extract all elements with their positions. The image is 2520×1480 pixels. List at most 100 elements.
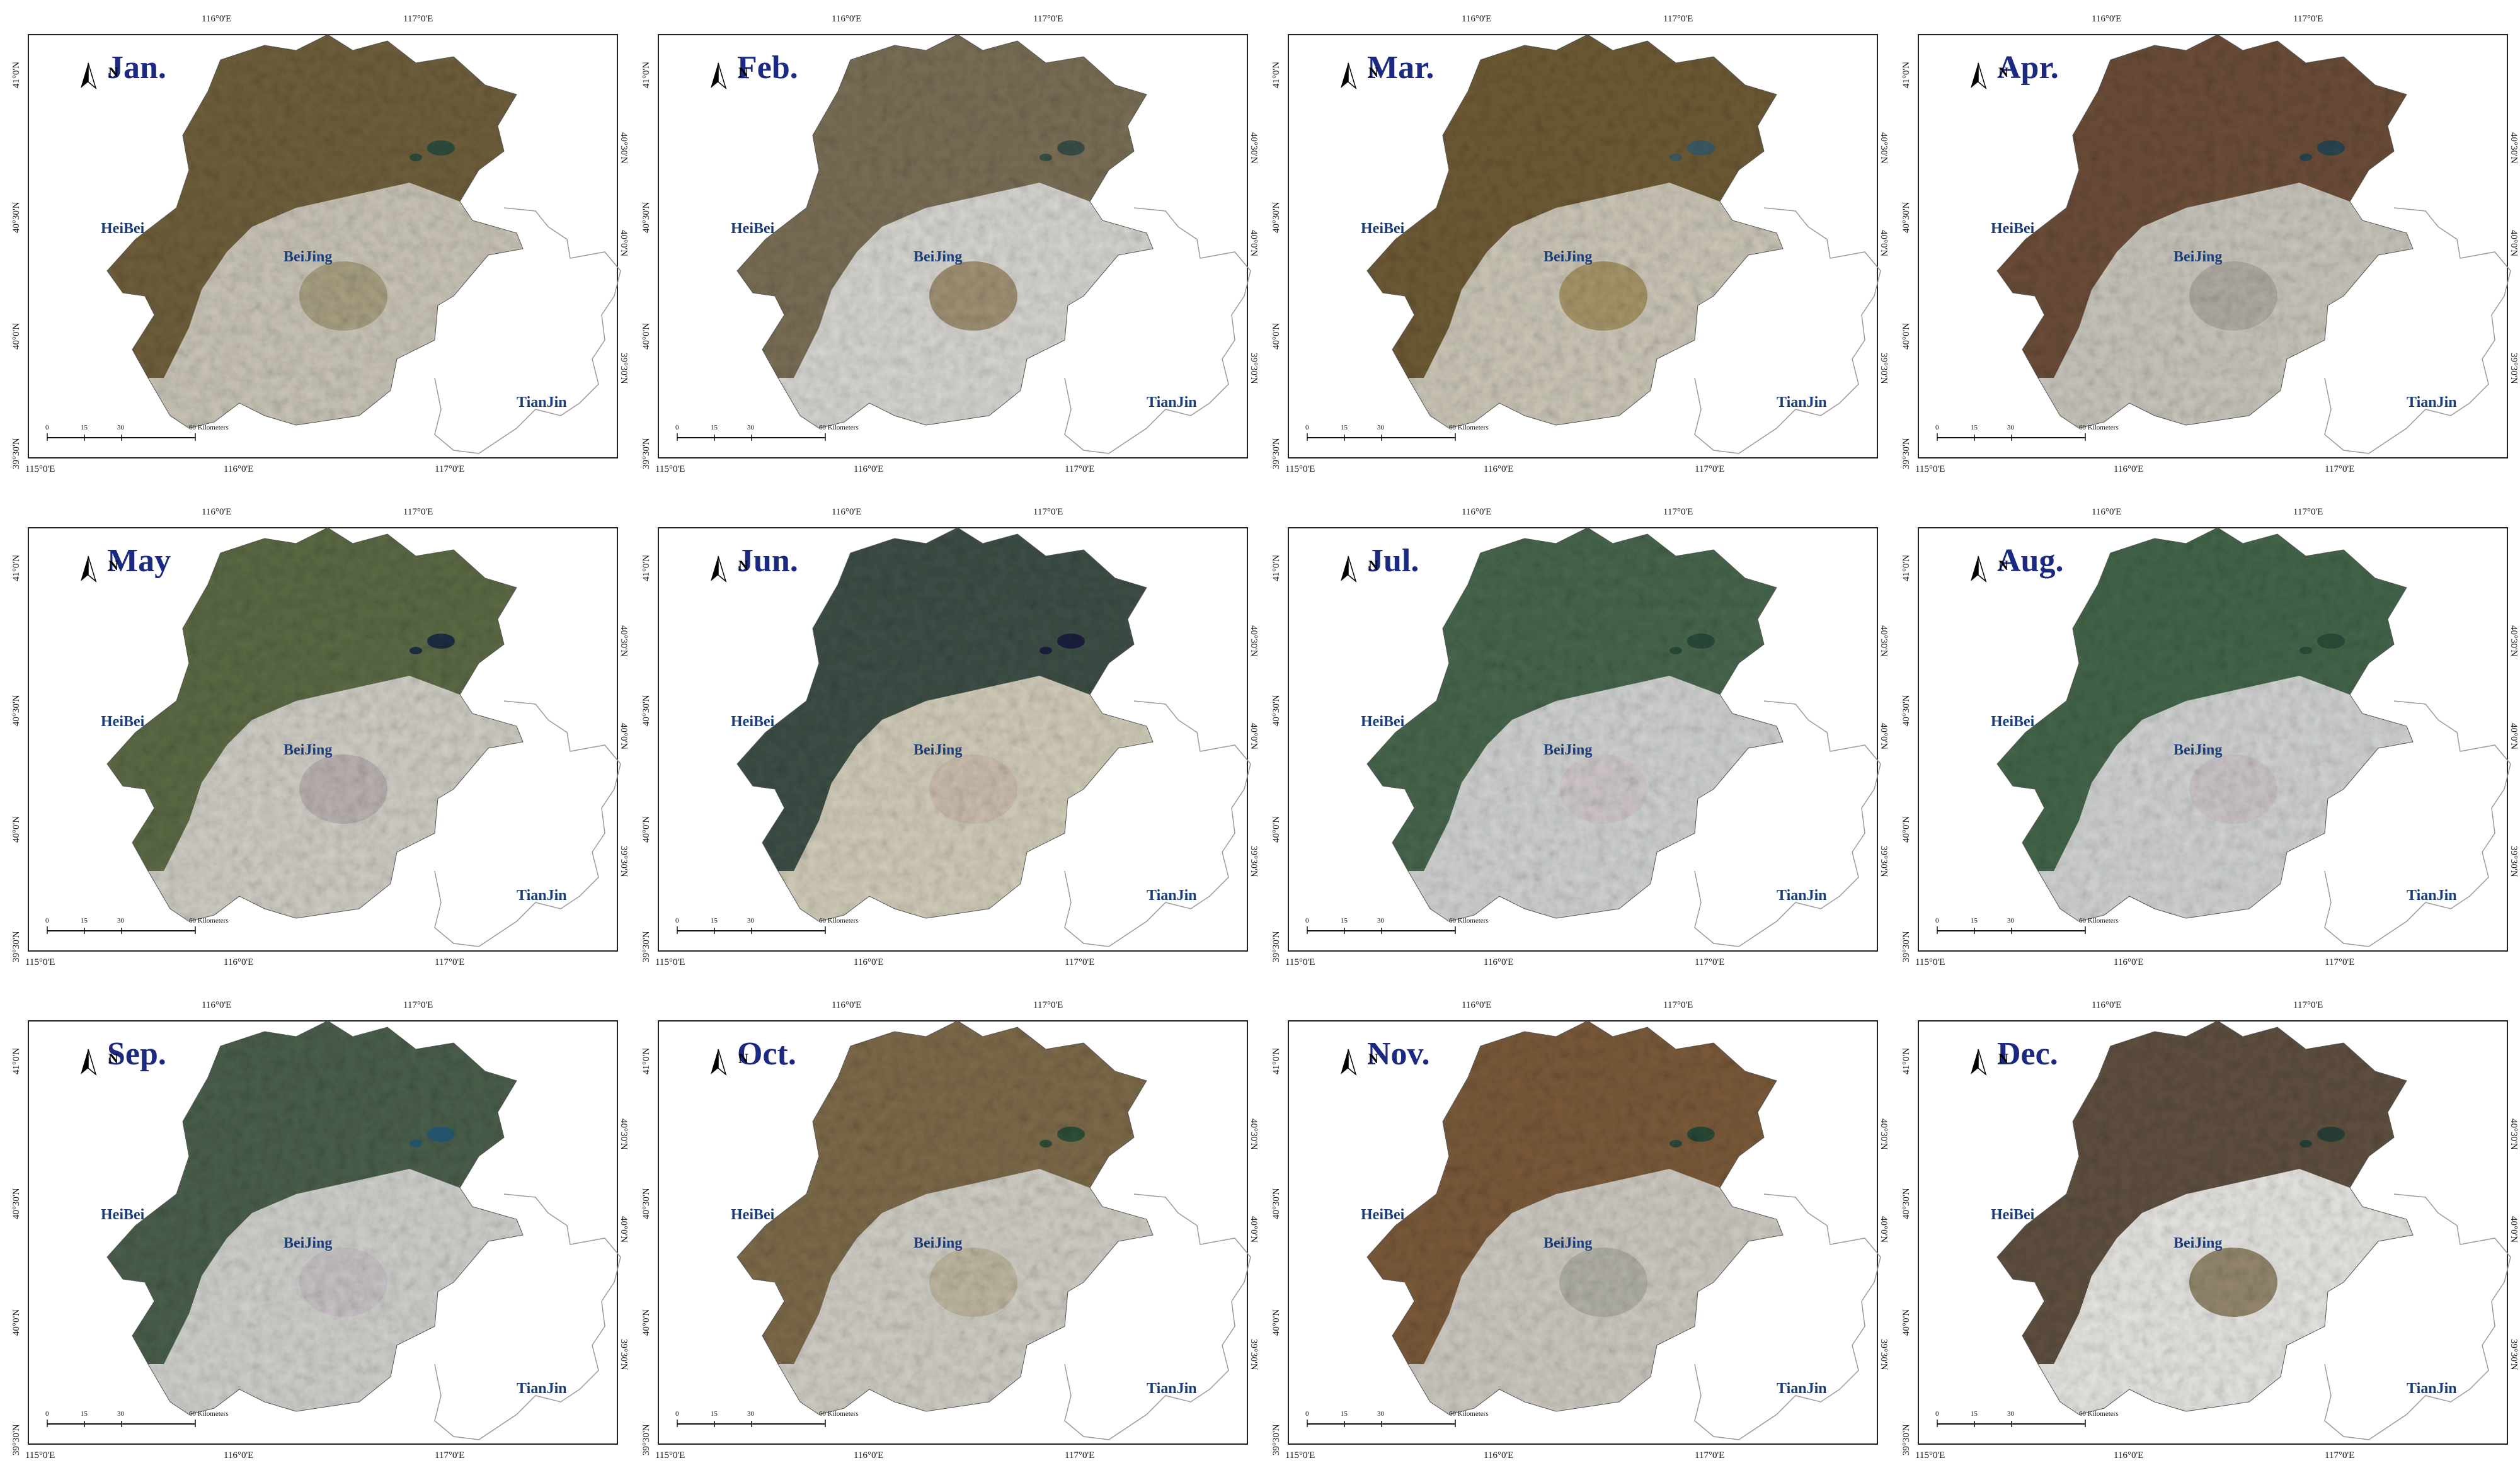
graticule-top-label: 117°0'E xyxy=(1033,14,1063,24)
graticule-bottom-label: 117°0'E xyxy=(435,464,465,474)
map-panel: Jul. N HeiBei BeiJing TianJin 116°0'E 117°0'E 1… xyxy=(1260,493,1890,986)
month-title: Oct. xyxy=(737,1036,796,1072)
month-title: Feb. xyxy=(737,50,798,86)
graticule-right-label: 39°30'N xyxy=(2509,846,2519,877)
north-arrow-label: N xyxy=(108,557,118,573)
graticule-right-label: 39°30'N xyxy=(1879,1339,1889,1370)
graticule-left-label: 39°30'N xyxy=(11,1424,21,1455)
place-label-beijing: BeiJing xyxy=(1544,1235,1593,1251)
graticule-bottom-label: 117°0'E xyxy=(1695,1450,1725,1460)
graticule-bottom-label: 115°0'E xyxy=(655,464,685,474)
scale-bar-label: 60 Kilometers xyxy=(2079,1410,2119,1418)
north-arrow-label: N xyxy=(738,557,748,573)
graticule-top-label: 117°0'E xyxy=(1033,1000,1063,1010)
place-label-tianjin: TianJin xyxy=(1777,394,1827,411)
month-title: Jan. xyxy=(107,50,166,86)
graticule-bottom-label: 116°0'E xyxy=(2114,1450,2144,1460)
graticule-left-label: 40°30'N xyxy=(11,202,21,233)
map-canvas xyxy=(658,1020,1251,1445)
north-arrow-label: N xyxy=(1998,557,2008,573)
place-label-heibei: HeiBei xyxy=(731,220,775,237)
graticule-left-label: 40°30'N xyxy=(1901,695,1911,726)
graticule-left-label: 40°30'N xyxy=(1271,695,1281,726)
month-title: Nov. xyxy=(1367,1036,1430,1072)
scale-bar-label: 60 Kilometers xyxy=(2079,424,2119,431)
graticule-right-label: 40°30'N xyxy=(2509,1119,2519,1150)
graticule-left-label: 40°0'N xyxy=(641,322,651,350)
graticule-top-label: 116°0'E xyxy=(832,1000,862,1010)
place-label-tianjin: TianJin xyxy=(2407,1380,2457,1397)
graticule-bottom-label: 115°0'E xyxy=(25,1450,55,1460)
graticule-left-label: 41°0'N xyxy=(641,554,651,581)
map-panel: Aug. N HeiBei BeiJing TianJin 116°0'E 117°0'E 1… xyxy=(1890,493,2520,986)
place-label-heibei: HeiBei xyxy=(101,220,145,237)
graticule-bottom-label: 115°0'E xyxy=(1915,957,1945,967)
graticule-right-label: 40°0'N xyxy=(1879,723,1889,750)
map-canvas xyxy=(1918,34,2511,458)
scale-bar-label: 60 Kilometers xyxy=(819,917,859,925)
place-label-heibei: HeiBei xyxy=(1361,220,1405,237)
scale-bar-label: 15 xyxy=(1341,1410,1348,1418)
graticule-top-label: 117°0'E xyxy=(2293,507,2323,517)
north-arrow-label: N xyxy=(108,1050,118,1066)
scale-bar-label: 60 Kilometers xyxy=(819,1410,859,1418)
graticule-bottom-label: 117°0'E xyxy=(435,957,465,967)
graticule-bottom-label: 115°0'E xyxy=(655,1450,685,1460)
graticule-bottom-label: 115°0'E xyxy=(25,464,55,474)
scale-bar-label: 0 xyxy=(1935,424,1939,431)
graticule-left-label: 40°0'N xyxy=(641,816,651,843)
place-label-beijing: BeiJing xyxy=(284,742,333,758)
graticule-bottom-label: 116°0'E xyxy=(854,957,884,967)
graticule-bottom-label: 115°0'E xyxy=(1285,1450,1315,1460)
place-label-heibei: HeiBei xyxy=(731,714,775,730)
graticule-left-label: 41°0'N xyxy=(11,554,21,581)
place-label-beijing: BeiJing xyxy=(284,249,333,265)
place-label-beijing: BeiJing xyxy=(284,1235,333,1251)
graticule-top-label: 117°0'E xyxy=(2293,1000,2323,1010)
month-title: Apr. xyxy=(1997,50,2059,86)
graticule-left-label: 40°30'N xyxy=(641,695,651,726)
graticule-left-label: 40°0'N xyxy=(11,322,21,350)
graticule-right-label: 39°30'N xyxy=(619,846,629,877)
map-panel: Oct. N HeiBei BeiJing TianJin 116°0'E 117°0'E 1… xyxy=(630,986,1260,1479)
north-arrow-label: N xyxy=(108,64,118,80)
month-title: May xyxy=(107,543,171,579)
place-label-tianjin: TianJin xyxy=(517,887,567,904)
scale-bar-label: 60 Kilometers xyxy=(189,424,229,431)
place-label-tianjin: TianJin xyxy=(1147,394,1197,411)
map-canvas xyxy=(658,34,1251,458)
place-label-beijing: BeiJing xyxy=(1544,249,1593,265)
graticule-bottom-label: 117°0'E xyxy=(2325,1450,2355,1460)
scale-bar-label: 30 xyxy=(2007,424,2014,431)
place-label-heibei: HeiBei xyxy=(101,1207,145,1223)
map-panel: Jan. N HeiBei BeiJing TianJin 116°0'E 117°0'E 1… xyxy=(0,0,630,493)
graticule-top-label: 117°0'E xyxy=(1033,507,1063,517)
place-label-tianjin: TianJin xyxy=(2407,887,2457,904)
graticule-right-label: 39°30'N xyxy=(2509,353,2519,384)
graticule-left-label: 39°30'N xyxy=(1901,438,1911,469)
place-label-tianjin: TianJin xyxy=(2407,394,2457,411)
graticule-left-label: 40°30'N xyxy=(11,695,21,726)
scale-bar-label: 15 xyxy=(1971,424,1978,431)
graticule-top-label: 117°0'E xyxy=(1663,507,1693,517)
month-title: Sep. xyxy=(107,1036,166,1072)
graticule-top-label: 116°0'E xyxy=(2092,507,2122,517)
map-canvas xyxy=(28,1020,621,1445)
graticule-right-label: 40°30'N xyxy=(619,132,629,164)
scale-bar-label: 0 xyxy=(675,917,679,925)
graticule-left-label: 40°0'N xyxy=(11,1309,21,1336)
scale-bar-label: 60 Kilometers xyxy=(189,1410,229,1418)
scale-bar-label: 15 xyxy=(1971,1410,1978,1418)
graticule-left-label: 40°0'N xyxy=(1271,1309,1281,1336)
graticule-bottom-label: 116°0'E xyxy=(854,1450,884,1460)
graticule-bottom-label: 116°0'E xyxy=(1484,957,1514,967)
graticule-left-label: 40°0'N xyxy=(1901,322,1911,350)
graticule-left-label: 39°30'N xyxy=(1901,931,1911,962)
place-label-heibei: HeiBei xyxy=(1991,220,2035,237)
map-canvas xyxy=(658,527,1251,952)
graticule-right-label: 40°0'N xyxy=(619,230,629,257)
scale-bar-label: 0 xyxy=(1935,1410,1939,1418)
graticule-left-label: 41°0'N xyxy=(1271,61,1281,88)
graticule-left-label: 40°30'N xyxy=(1271,1188,1281,1219)
